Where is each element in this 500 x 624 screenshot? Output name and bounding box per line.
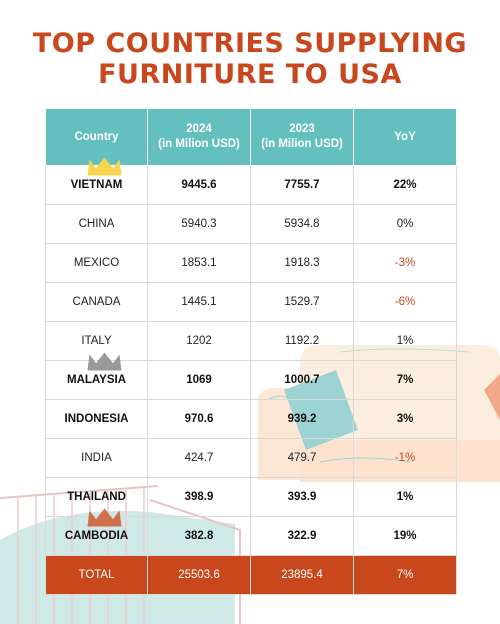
cell-yoy: 7% bbox=[353, 360, 457, 400]
cell-2024: 424.7 bbox=[147, 438, 251, 478]
column-header-yoy: YoY bbox=[353, 108, 457, 166]
title-line-1: TOP COUNTRIES SUPPLYING bbox=[32, 28, 468, 59]
cell-total-yoy: 7% bbox=[353, 555, 457, 595]
cell-total-2024: 25503.6 bbox=[147, 555, 251, 595]
cell-2024: 1202 bbox=[147, 321, 251, 361]
cell-yoy: 19% bbox=[353, 516, 457, 556]
cell-2023: 1000.7 bbox=[250, 360, 354, 400]
table-body: VIETNAM 9445.6 7755.7 22% CHINA 5940.3 5934.8 0… bbox=[45, 165, 457, 595]
cell-2024: 1069 bbox=[147, 360, 251, 400]
table-header-row: Country 2024 (in Milion USD) 2023 (in Mi… bbox=[45, 108, 457, 166]
cell-2023: 939.2 bbox=[250, 399, 354, 439]
cell-country: INDONESIA bbox=[45, 399, 148, 439]
cell-2023: 7755.7 bbox=[250, 165, 354, 205]
cell-2023: 1192.2 bbox=[250, 321, 354, 361]
column-header-label: 2024 bbox=[186, 123, 212, 135]
cell-2023: 1529.7 bbox=[250, 282, 354, 322]
table-row: MALAYSIA 1069 1000.7 7% bbox=[45, 360, 457, 400]
cell-2024: 398.9 bbox=[147, 477, 251, 517]
cell-2023: 5934.8 bbox=[250, 204, 354, 244]
cell-2023: 393.9 bbox=[250, 477, 354, 517]
cell-country: CANADA bbox=[45, 282, 148, 322]
table-row: VIETNAM 9445.6 7755.7 22% bbox=[45, 165, 457, 205]
cell-yoy: -6% bbox=[353, 282, 457, 322]
cell-country: CAMBODIA bbox=[45, 516, 148, 556]
cell-yoy: 3% bbox=[353, 399, 457, 439]
column-header-label: 2023 bbox=[289, 123, 315, 135]
cell-yoy: -1% bbox=[353, 438, 457, 478]
cell-2024: 9445.6 bbox=[147, 165, 251, 205]
cell-2024: 382.8 bbox=[147, 516, 251, 556]
table-row: CANADA 1445.1 1529.7 -6% bbox=[45, 282, 457, 322]
column-header-unit: (in Milion USD) bbox=[261, 138, 343, 150]
table-row: ITALY 1202 1192.2 1% bbox=[45, 321, 457, 361]
cell-total-label: TOTAL bbox=[45, 555, 148, 595]
cell-2023: 479.7 bbox=[250, 438, 354, 478]
table-row: CAMBODIA 382.8 322.9 19% bbox=[45, 516, 457, 556]
cell-2024: 1445.1 bbox=[147, 282, 251, 322]
cell-country: INDIA bbox=[45, 438, 148, 478]
column-header-2023: 2023 (in Milion USD) bbox=[250, 108, 354, 166]
table-total-row: TOTAL 25503.6 23895.4 7% bbox=[45, 555, 457, 595]
cell-2024: 970.6 bbox=[147, 399, 251, 439]
cell-yoy: 1% bbox=[353, 477, 457, 517]
furniture-supply-table: Country 2024 (in Milion USD) 2023 (in Mi… bbox=[45, 108, 457, 595]
table-row: INDIA 424.7 479.7 -1% bbox=[45, 438, 457, 478]
cell-country: MALAYSIA bbox=[45, 360, 148, 400]
cell-yoy: 22% bbox=[353, 165, 457, 205]
table-row: MEXICO 1853.1 1918.3 -3% bbox=[45, 243, 457, 283]
page-title: TOP COUNTRIES SUPPLYING FURNITURE TO USA bbox=[0, 28, 500, 90]
column-header-unit: (in Milion USD) bbox=[158, 138, 240, 150]
cell-total-2023: 23895.4 bbox=[250, 555, 354, 595]
cell-country: THAILAND bbox=[45, 477, 148, 517]
cell-2024: 5940.3 bbox=[147, 204, 251, 244]
cell-country: VIETNAM bbox=[45, 165, 148, 205]
title-line-2: FURNITURE TO USA bbox=[98, 59, 402, 90]
table-row: THAILAND 398.9 393.9 1% bbox=[45, 477, 457, 517]
column-header-2024: 2024 (in Milion USD) bbox=[147, 108, 251, 166]
column-header-label: Country bbox=[74, 130, 119, 143]
cell-yoy: 0% bbox=[353, 204, 457, 244]
cell-country: CHINA bbox=[45, 204, 148, 244]
column-header-label: YoY bbox=[394, 130, 416, 143]
orange-cushion-illustration bbox=[484, 374, 500, 420]
table-row: INDONESIA 970.6 939.2 3% bbox=[45, 399, 457, 439]
cell-country: ITALY bbox=[45, 321, 148, 361]
cell-2024: 1853.1 bbox=[147, 243, 251, 283]
table-row: CHINA 5940.3 5934.8 0% bbox=[45, 204, 457, 244]
cell-2023: 322.9 bbox=[250, 516, 354, 556]
cell-yoy: 1% bbox=[353, 321, 457, 361]
cell-country: MEXICO bbox=[45, 243, 148, 283]
column-header-country: Country bbox=[45, 108, 148, 166]
cell-2023: 1918.3 bbox=[250, 243, 354, 283]
cell-yoy: -3% bbox=[353, 243, 457, 283]
